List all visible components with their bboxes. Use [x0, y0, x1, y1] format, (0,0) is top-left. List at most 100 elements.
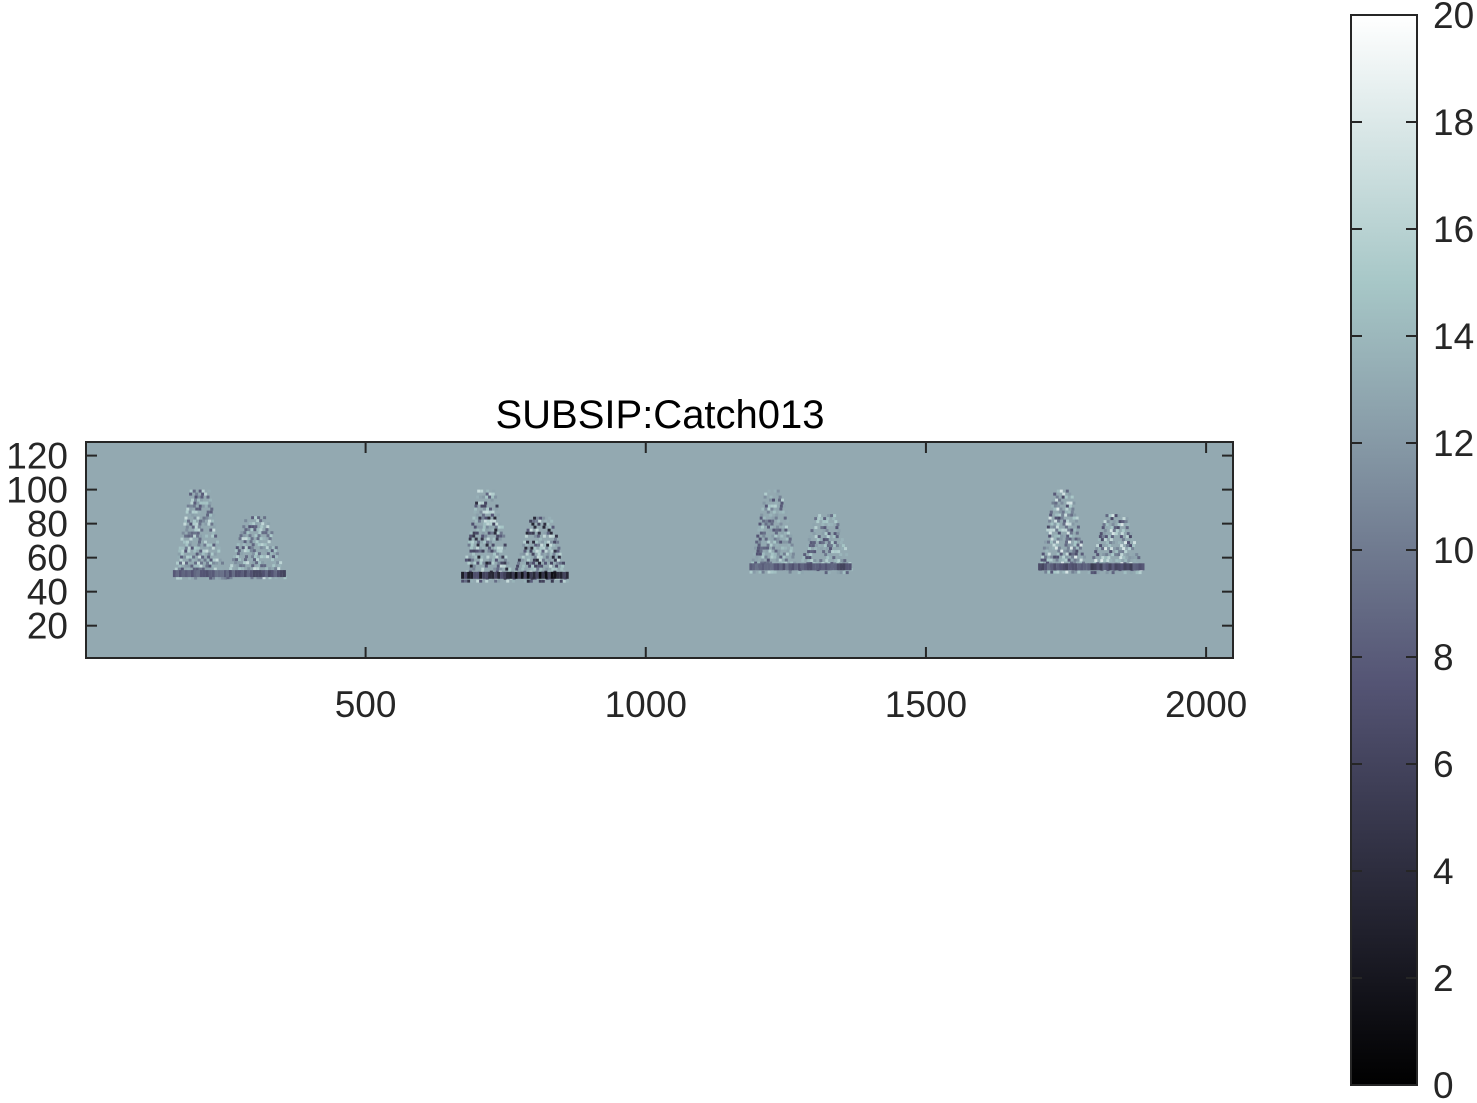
heatmap-cell	[1104, 556, 1108, 560]
heatmap-cell	[1074, 540, 1077, 544]
heatmap-cell	[761, 540, 765, 544]
heatmap-cell	[536, 567, 540, 571]
heatmap-cell	[475, 516, 479, 520]
heatmap-cell	[1125, 535, 1129, 539]
heatmap-cell	[751, 561, 755, 565]
heatmap-cell	[491, 558, 495, 562]
heatmap-cell	[1071, 563, 1075, 571]
heatmap-cell	[487, 516, 491, 520]
heatmap-cell	[790, 561, 794, 565]
heatmap-cell	[210, 522, 214, 526]
heatmap-cell	[773, 552, 777, 556]
heatmap-cell	[1115, 529, 1119, 533]
heatmap-cell	[1071, 555, 1075, 559]
heatmap-cell	[768, 549, 772, 553]
heatmap-cell	[265, 567, 269, 571]
heatmap-cell	[1121, 520, 1125, 524]
heatmap-cell	[832, 544, 836, 548]
heatmap-cell	[1050, 555, 1054, 559]
heatmap-cell	[468, 555, 472, 559]
heatmap-cell	[179, 561, 182, 565]
heatmap-cell	[240, 540, 244, 544]
heatmap-cell	[776, 540, 780, 544]
heatmap-cell	[1107, 556, 1111, 560]
heatmap-cell	[509, 571, 513, 579]
heatmap-cell	[546, 543, 550, 547]
heatmap-cell	[813, 529, 817, 533]
heatmap-cell	[495, 507, 498, 511]
heatmap-cell	[195, 567, 199, 571]
heatmap-cell	[213, 567, 217, 571]
heatmap-cell	[1092, 556, 1096, 560]
heatmap-cell	[207, 522, 211, 526]
heatmap-cell	[1104, 547, 1108, 551]
heatmap-cell	[1072, 549, 1076, 553]
heatmap-cell	[192, 555, 196, 559]
heatmap-cell	[1056, 555, 1060, 559]
heatmap-cell	[492, 555, 496, 559]
heatmap-cell	[776, 507, 780, 511]
heatmap-cell	[547, 528, 551, 532]
heatmap-cell	[1101, 547, 1105, 551]
heatmap-cell	[495, 522, 499, 526]
heatmap-cell	[1083, 555, 1087, 559]
heatmap-cell	[805, 556, 809, 560]
heatmap-cell	[484, 516, 488, 520]
heatmap-cell	[775, 558, 779, 562]
heatmap-cell	[1065, 552, 1069, 556]
heatmap-cell	[546, 531, 550, 535]
heatmap-cell	[788, 570, 792, 574]
heatmap-cell	[536, 516, 540, 520]
heatmap-cell	[184, 549, 188, 553]
heatmap-cell	[1061, 558, 1065, 562]
heatmap-cell	[810, 529, 814, 533]
heatmap-cell	[1099, 563, 1103, 571]
heatmap-cell	[1067, 543, 1071, 547]
x-tick-label: 500	[335, 684, 397, 725]
heatmap-cell	[549, 543, 553, 547]
heatmap-cell	[259, 576, 263, 580]
heatmap-cell	[1058, 558, 1062, 562]
heatmap-cell	[256, 576, 260, 580]
heatmap-cell	[827, 523, 831, 527]
heatmap-cell	[472, 549, 476, 553]
heatmap-cell	[764, 563, 768, 571]
heatmap-cell	[185, 543, 189, 547]
heatmap-cell	[773, 504, 777, 508]
heatmap-cell	[825, 538, 829, 542]
heatmap-cell	[251, 516, 255, 520]
heatmap-cell	[760, 513, 764, 517]
heatmap-cell	[542, 546, 546, 550]
heatmap-cell	[1048, 516, 1052, 520]
heatmap-cell	[481, 513, 485, 517]
heatmap-cell	[202, 534, 206, 538]
heatmap-cell	[193, 519, 196, 523]
heatmap-cell	[1051, 501, 1055, 505]
heatmap-cell	[553, 540, 557, 544]
heatmap-cell	[210, 507, 214, 511]
heatmap-cell	[778, 495, 782, 499]
heatmap-cell	[267, 549, 271, 553]
heatmap-cell	[550, 579, 554, 583]
heatmap-cell	[480, 489, 484, 493]
heatmap-cell	[1093, 571, 1097, 575]
heatmap-cell	[479, 495, 483, 499]
heatmap-cell	[481, 516, 485, 520]
heatmap-cell	[207, 567, 211, 571]
heatmap-cell	[185, 561, 188, 565]
heatmap-cell	[1080, 555, 1084, 559]
heatmap-cell	[820, 526, 824, 530]
heatmap-cell	[1114, 563, 1118, 571]
heatmap-cell	[209, 576, 213, 580]
heatmap-cell	[544, 571, 548, 579]
heatmap-cell	[751, 558, 755, 562]
heatmap-cell	[487, 549, 491, 553]
heatmap-cell	[493, 567, 497, 571]
heatmap-cell	[202, 549, 206, 553]
heatmap-cell	[830, 541, 834, 545]
heatmap-cell	[256, 519, 260, 523]
heatmap-cell	[475, 549, 479, 553]
heatmap-cell	[183, 555, 187, 559]
